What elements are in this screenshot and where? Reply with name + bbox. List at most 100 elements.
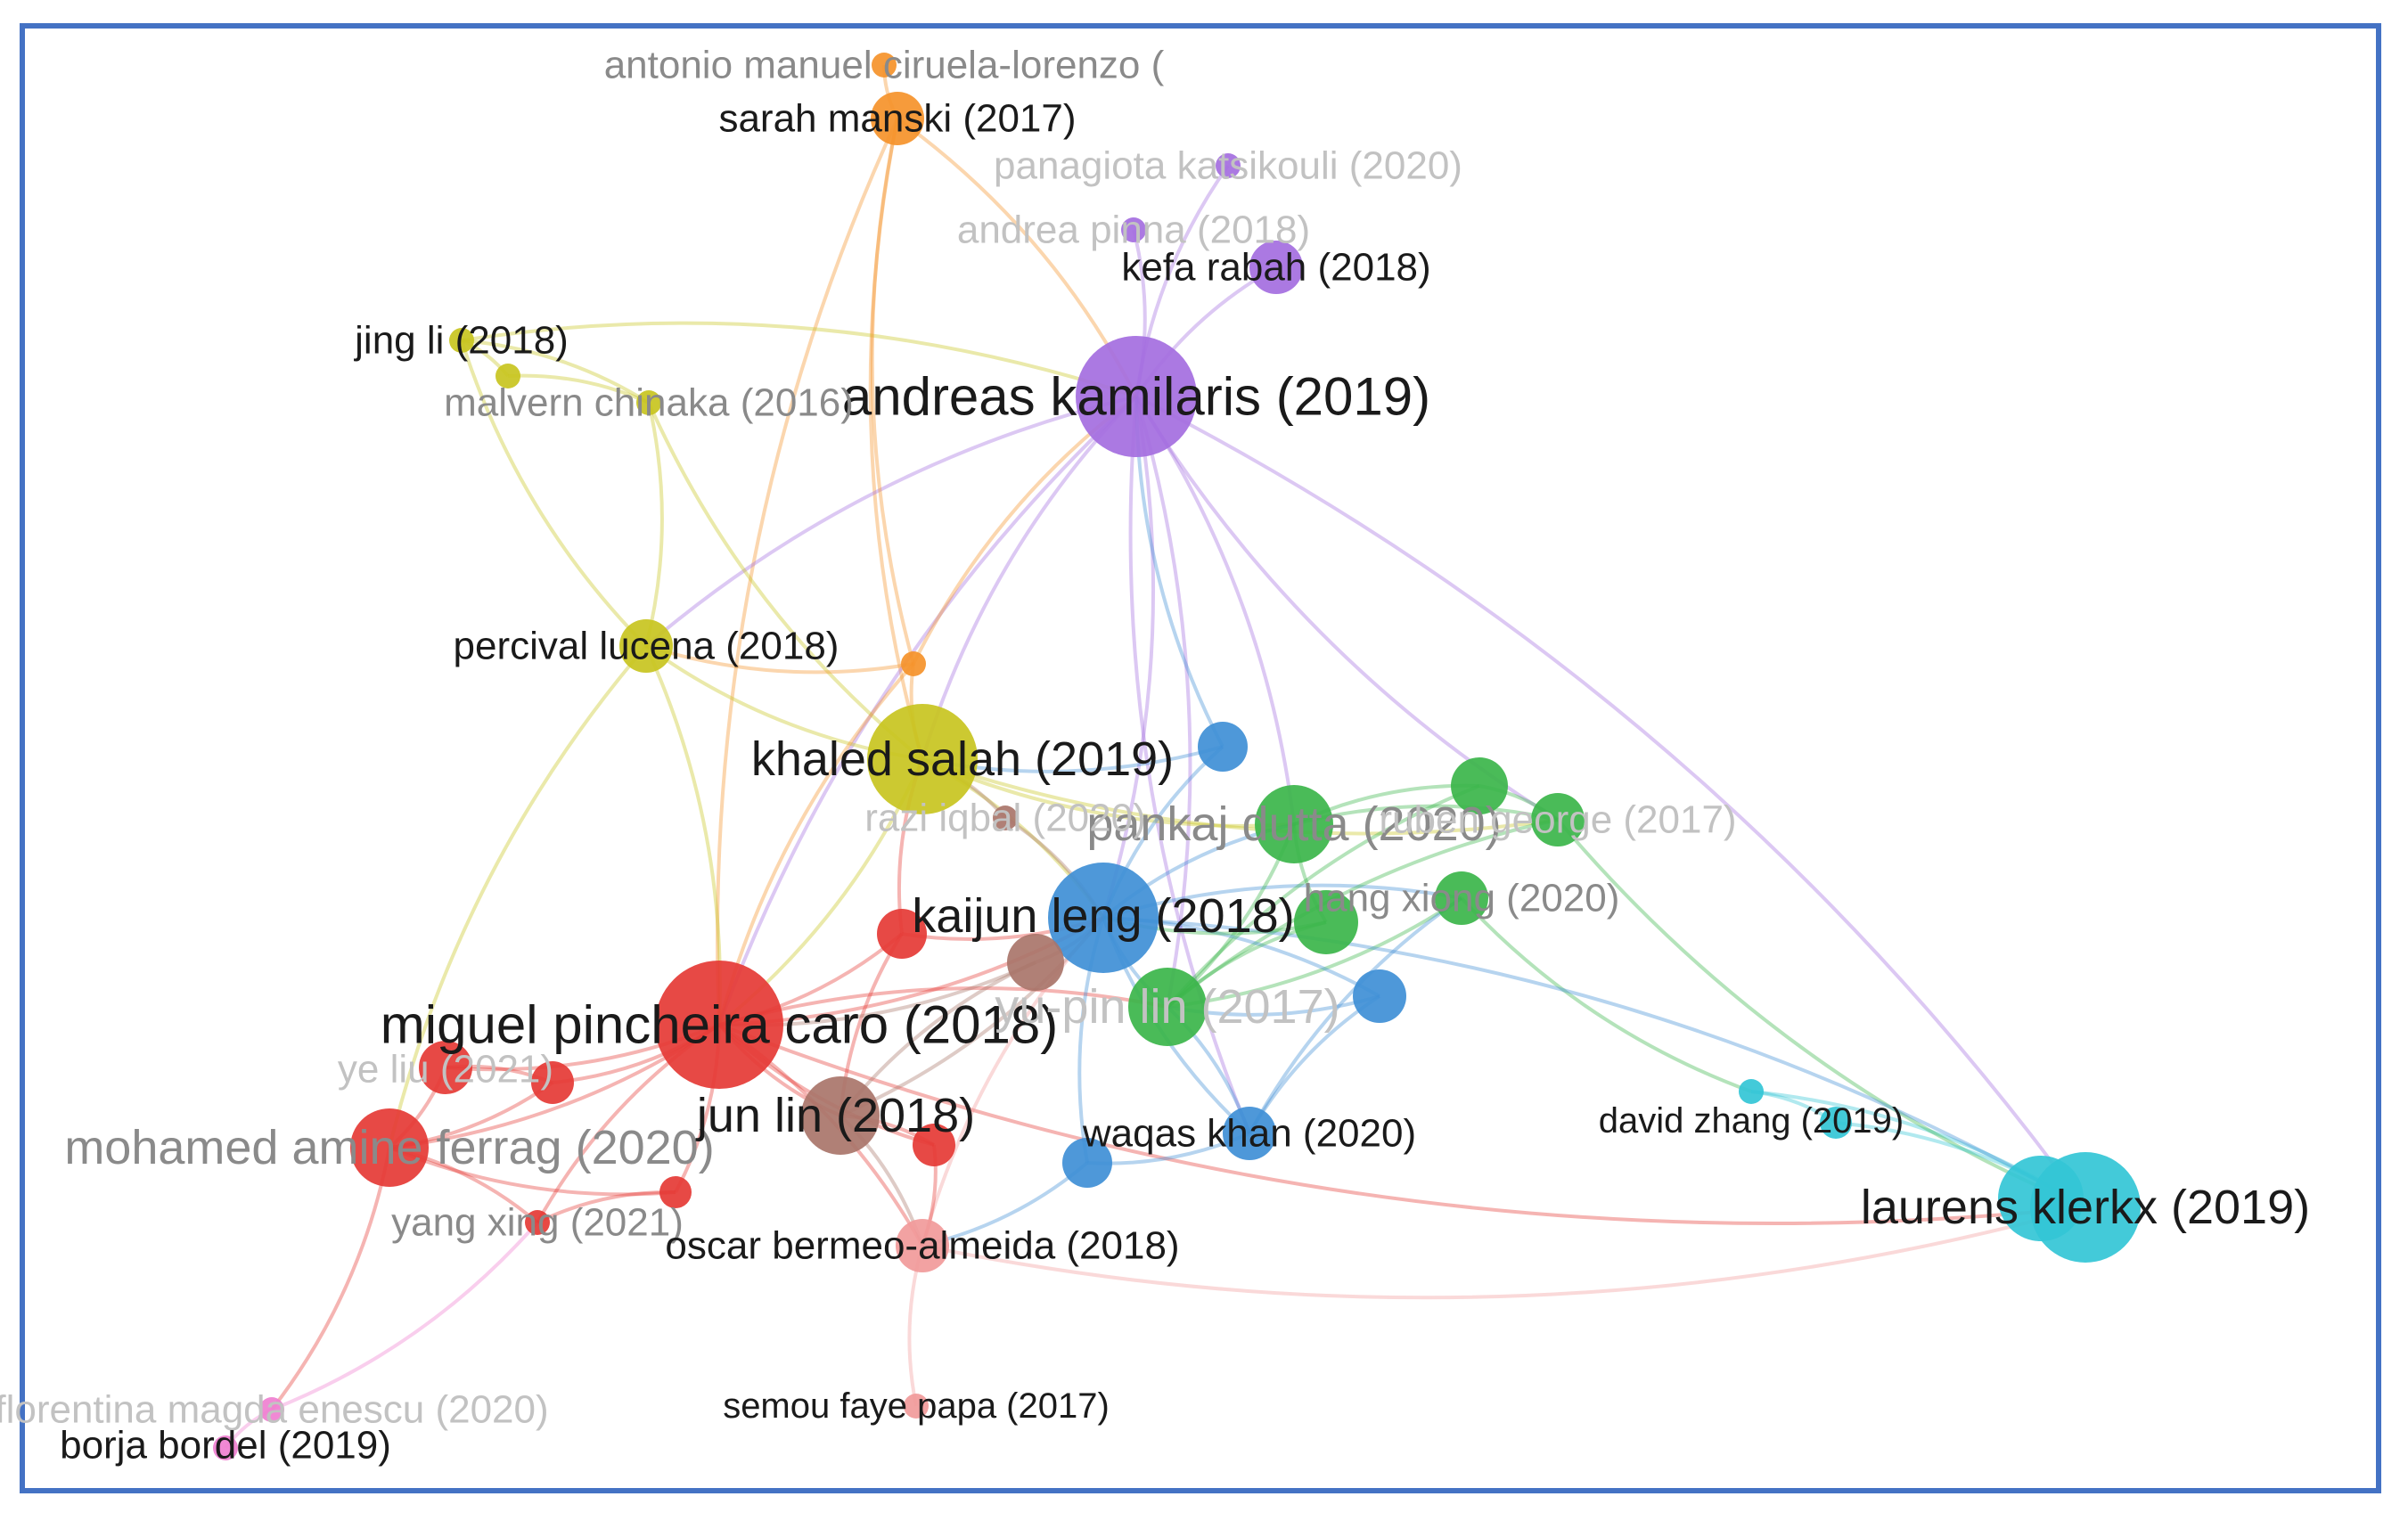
node-bermeo[interactable] [896,1219,949,1272]
node-rabah[interactable] [1249,241,1303,294]
node-unlabeled-r1[interactable] [877,909,927,959]
label-ylin: yu-pin lin (2017) [995,980,1339,1034]
link-kamilaris-klerkx [1135,395,2087,1209]
node-unlabeled-r4[interactable] [659,1176,692,1208]
label-zhang: david zhang (2019) [1599,1101,1904,1141]
link-ylin-george [1166,818,1559,1009]
link-kamilaris-leng [1102,396,1156,919]
node-iqbal[interactable] [993,805,1018,830]
label-jingli: jing li (2018) [353,319,569,363]
link-g1-ylin [1166,784,1480,1009]
link-caro-klerkx [718,1023,2086,1226]
link-bermeo-klerkx [921,1206,2086,1300]
node-bordel[interactable] [213,1435,238,1460]
link-kamilaris-ylin [1134,396,1192,1008]
link-kamilaris-waqas [1128,396,1251,1134]
label-leng: kaijun leng (2018) [912,889,1294,943]
node-junlin[interactable] [801,1076,880,1155]
label-chinaka: malvern chinaka (2016) [444,381,854,425]
node-unlabeled-c1[interactable] [1820,1107,1852,1139]
link-kamilaris-salah [921,395,1138,760]
node-unlabeled-g2[interactable] [1294,890,1358,954]
link-leng-klerkx [1102,916,2086,1209]
label-rabah: kefa rabah (2018) [1121,246,1430,290]
label-george: ruben george (2017) [1379,798,1736,842]
node-unlabeled-b1[interactable] [1198,722,1248,772]
link-waqas-xiong [1248,896,1463,1134]
link-lucena-ferrag [388,644,648,1149]
label-ciruela: antonio manuel ciruela-lorenzo ( [604,44,1165,87]
link-y_small-chinaka [507,373,650,405]
link-ylin-xiong [1167,896,1463,1009]
label-xiong: hang xiong (2020) [1304,877,1620,920]
node-ferrag[interactable] [350,1108,429,1187]
label-katsikouli: panagiota katsikouli (2020) [994,144,1462,188]
node-kamilaris[interactable] [1076,336,1197,457]
node-yangxing[interactable] [525,1210,550,1235]
node-yeliu[interactable] [419,1041,472,1094]
link-manski-salah [868,118,924,760]
label-iqbal: razi iqbal (2020) [864,797,1146,840]
link-ferrag-magdalenescu [270,1147,391,1411]
nodes-layer [213,53,2141,1460]
node-unlabeled-o_small[interactable] [901,651,926,676]
link-kamilaris-george [1134,395,1560,822]
labels-layer: andreas kamilaris (2019) miguel pincheira… [0,44,2310,1468]
label-yangxing: yang xing (2021) [391,1201,684,1245]
node-unlabeled-y_small[interactable] [496,364,520,388]
node-xiong[interactable] [1435,871,1488,925]
label-magdalenescu: florentina magda enescu (2020) [0,1388,549,1432]
node-lucena[interactable] [619,619,673,673]
link-magdalenescu-yangxing [271,1221,539,1411]
label-lucena: percival lucena (2018) [454,625,840,668]
node-katsikouli[interactable] [1216,153,1241,178]
label-yeliu: ye liu (2021) [338,1048,553,1092]
link-kamilaris-lucena [644,395,1137,648]
node-jingli[interactable] [449,328,474,353]
node-ylin[interactable] [1128,968,1207,1046]
node-leng[interactable] [1048,863,1159,973]
label-caro: miguel pincheira caro (2018) [381,995,1058,1055]
label-pinna: andrea pinna (2018) [957,209,1310,252]
link-r4-yangxing [536,1190,676,1224]
link-kamilaris-dutta [1134,395,1296,825]
link-jingli-chinaka [461,339,651,405]
link-kamilaris-caro [717,395,1138,1026]
node-magdalenescu[interactable] [259,1397,284,1422]
link-george-klerkx [1556,818,2086,1209]
label-dutta: pankaj dutta (2020) [1086,797,1501,851]
node-pinna[interactable] [1121,217,1146,242]
node-zhang[interactable] [1739,1079,1764,1104]
node-unlabeled-r3[interactable] [913,1124,955,1166]
label-manski: sarah manski (2017) [718,97,1076,141]
node-caro[interactable] [655,961,783,1089]
node-unlabeled-c2[interactable] [1998,1156,2084,1241]
link-jingli-kamilaris [461,321,1137,398]
node-unlabeled-b3[interactable] [1062,1138,1112,1188]
node-unlabeled-b4[interactable] [1007,934,1064,991]
node-manski[interactable] [871,92,924,145]
node-unlabeled-r2[interactable] [531,1061,574,1104]
link-xiong-zhang [1460,896,1752,1093]
label-klerkx: laurens klerkx (2019) [1861,1181,2310,1234]
node-salah[interactable] [867,704,978,814]
node-ciruela[interactable] [872,53,897,78]
node-unlabeled-g1[interactable] [1451,757,1508,814]
node-unlabeled-b2[interactable] [1353,969,1406,1023]
node-papa[interactable] [904,1394,929,1419]
label-junlin: jun lin (2018) [695,1089,975,1142]
node-george[interactable] [1531,793,1585,846]
node-dutta[interactable] [1255,785,1333,863]
link-chinaka-salah [647,402,924,761]
figure-frame [20,23,2381,1493]
node-waqas[interactable] [1223,1107,1276,1160]
label-kamilaris: andreas kamilaris (2019) [842,367,1430,427]
link-salah-george [921,757,1559,836]
link-manski-caro [716,118,899,1026]
link-chinaka-lucena [644,402,664,647]
label-waqas: waqas khan (2020) [1082,1112,1416,1156]
node-chinaka[interactable] [636,390,661,415]
label-bordel: borja bordel (2019) [60,1424,391,1468]
label-salah: khaled salah (2019) [751,732,1174,786]
